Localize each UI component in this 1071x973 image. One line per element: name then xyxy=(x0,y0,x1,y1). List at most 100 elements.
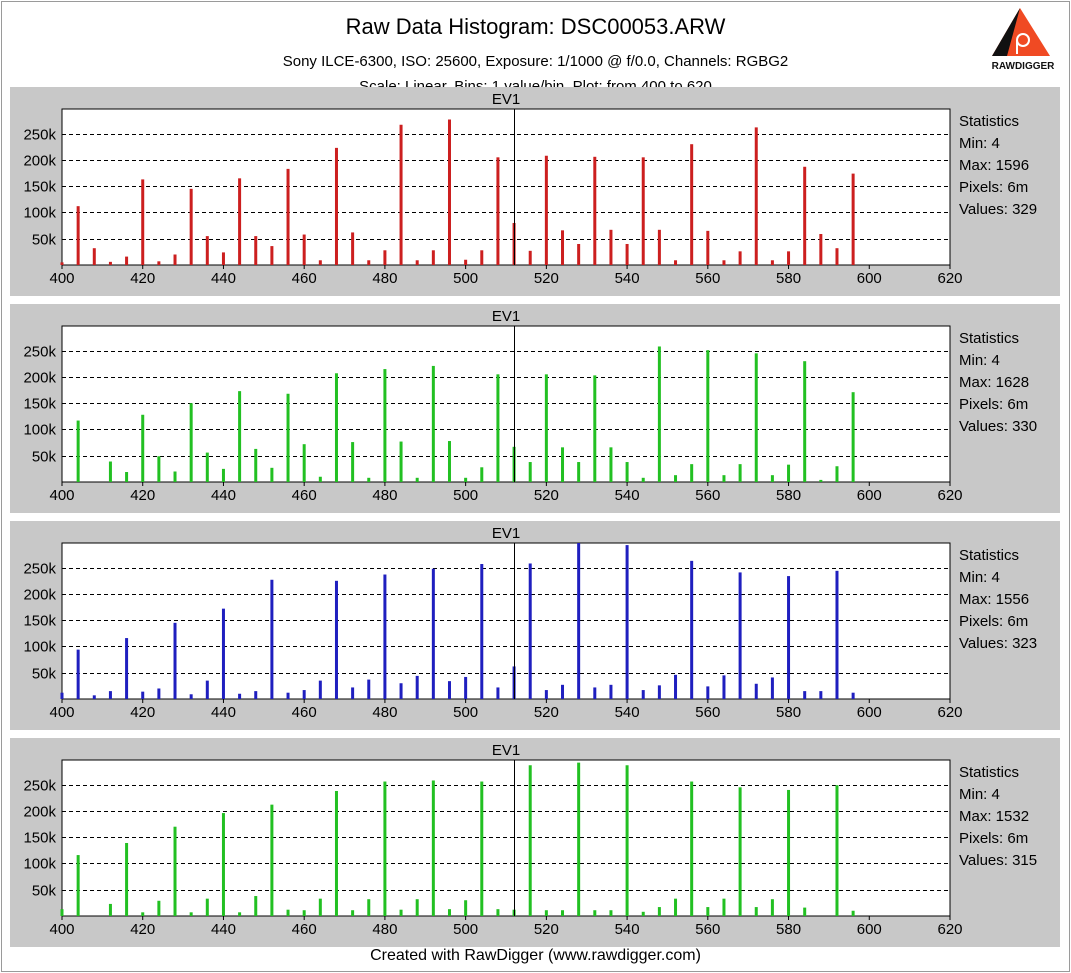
histogram-bar xyxy=(270,467,274,482)
x-tick-label: 440 xyxy=(211,921,236,938)
y-tick-label: 200k xyxy=(23,153,56,170)
statistics-min: Min: 4 xyxy=(959,135,1000,152)
histogram-plot-green2: 50k 100k 150k 200k 250k 400 420 440 460 480 500 520… xyxy=(23,759,963,938)
histogram-bar xyxy=(819,479,823,482)
statistics-max: Max: 1628 xyxy=(959,374,1030,391)
histogram-bar xyxy=(625,765,629,916)
histogram-bar xyxy=(803,691,807,699)
y-tick-label: 150k xyxy=(23,613,56,630)
histogram-bar xyxy=(254,236,258,265)
histogram-bar xyxy=(221,608,225,699)
histogram-bar xyxy=(108,691,112,699)
histogram-bar xyxy=(221,252,225,265)
histogram-bar xyxy=(787,789,791,916)
histogram-bar xyxy=(803,166,807,265)
histogram-bar xyxy=(544,690,548,699)
x-tick-label: 600 xyxy=(857,487,882,504)
y-tick-label: 100k xyxy=(23,639,56,656)
histogram-bar xyxy=(125,638,129,699)
histogram-bar xyxy=(609,910,613,916)
histogram-bar xyxy=(447,909,451,916)
histogram-bar xyxy=(302,910,306,916)
histogram-bar xyxy=(383,250,387,265)
x-tick-label: 620 xyxy=(937,487,962,504)
histogram-panel-green: EV1 50k 100k 150k 200k 250k 400 420 440 460 480 50… xyxy=(10,304,1060,513)
histogram-bar xyxy=(351,232,355,265)
histogram-bar xyxy=(754,683,758,699)
histogram-bar xyxy=(125,842,129,916)
histogram-bar xyxy=(577,543,581,699)
histogram-bar xyxy=(157,456,161,482)
histogram-bar xyxy=(286,168,290,265)
statistics-values: Values: 330 xyxy=(959,418,1038,435)
histogram-bar xyxy=(76,649,80,699)
histogram-bar xyxy=(302,234,306,265)
statistics-min: Min: 4 xyxy=(959,786,1000,803)
histogram-bar xyxy=(157,900,161,916)
statistics-pixels: Pixels: 6m xyxy=(959,179,1029,196)
histogram-bar xyxy=(270,246,274,265)
statistics-max: Max: 1556 xyxy=(959,591,1030,608)
histogram-bar xyxy=(496,687,500,699)
statistics-min: Min: 4 xyxy=(959,569,1000,586)
histogram-bar xyxy=(738,787,742,916)
histogram-bar xyxy=(399,441,403,482)
x-tick-label: 420 xyxy=(130,704,155,721)
histogram-bar xyxy=(351,442,355,482)
histogram-bar xyxy=(544,155,548,265)
histogram-bar xyxy=(76,420,80,482)
statistics-min: Min: 4 xyxy=(959,352,1000,369)
histogram-bar xyxy=(415,675,419,699)
histogram-bar xyxy=(641,477,645,482)
histogram-bar xyxy=(415,260,419,265)
histogram-plot-blue: 50k 100k 150k 200k 250k 400 420 440 460 480 500 520… xyxy=(23,542,963,721)
histogram-bar xyxy=(851,173,855,265)
statistics-values: Values: 329 xyxy=(959,201,1038,218)
x-tick-label: 580 xyxy=(776,487,801,504)
histogram-panel-green2: EV1 50k 100k 150k 200k 250k 400 420 440 460 480 50… xyxy=(10,738,1060,947)
statistics-pixels: Pixels: 6m xyxy=(959,396,1029,413)
histogram-bar xyxy=(706,230,710,265)
histogram-bar xyxy=(657,346,661,482)
histogram-bar xyxy=(480,250,484,265)
histogram-bar xyxy=(738,464,742,482)
histogram-bar xyxy=(383,574,387,699)
histogram-bar xyxy=(254,691,258,699)
histogram-bar xyxy=(334,790,338,916)
histogram-bar xyxy=(76,206,80,265)
x-tick-label: 520 xyxy=(534,704,559,721)
histogram-bar xyxy=(674,674,678,699)
histogram-bar xyxy=(173,254,177,265)
histogram-bar xyxy=(609,447,613,482)
x-tick-label: 480 xyxy=(372,487,397,504)
histogram-bar xyxy=(399,124,403,266)
x-tick-label: 480 xyxy=(372,270,397,287)
histogram-bar xyxy=(431,365,435,482)
histogram-bar xyxy=(60,262,64,265)
x-tick-label: 540 xyxy=(615,921,640,938)
y-tick-label: 150k xyxy=(23,179,56,196)
x-tick-label: 400 xyxy=(49,921,74,938)
histogram-bar xyxy=(674,260,678,265)
y-tick-label: 100k xyxy=(23,856,56,873)
histogram-bar xyxy=(157,688,161,699)
histogram-bar xyxy=(318,260,322,265)
histogram-bar xyxy=(464,676,468,699)
rawdigger-logo-icon: RAWDIGGER xyxy=(992,8,1055,72)
histogram-bar xyxy=(609,684,613,699)
histogram-bar xyxy=(851,910,855,916)
histogram-bar xyxy=(544,374,548,482)
histogram-bar xyxy=(221,468,225,482)
histogram-bar xyxy=(351,687,355,699)
histogram-bar xyxy=(625,243,629,265)
histogram-panel-blue: EV1 50k 100k 150k 200k 250k 400 420 440 460 480 50… xyxy=(10,521,1060,730)
statistics-pixels: Pixels: 6m xyxy=(959,613,1029,630)
histogram-bar xyxy=(690,560,694,699)
histogram-bar xyxy=(561,684,565,699)
histogram-bar xyxy=(351,910,355,916)
x-tick-label: 520 xyxy=(534,270,559,287)
histogram-bar xyxy=(819,691,823,699)
histogram-bar xyxy=(851,692,855,699)
histogram-bar xyxy=(125,256,129,265)
